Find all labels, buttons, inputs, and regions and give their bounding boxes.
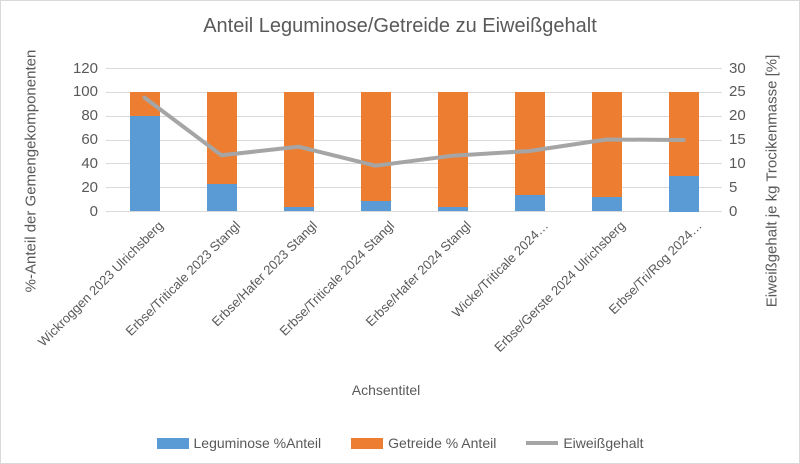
right-axis-tick-label: 0 — [729, 202, 738, 220]
gridline — [106, 211, 722, 212]
left-axis-tick-label: 60 — [81, 131, 98, 148]
bar-getreide-segment — [129, 92, 160, 117]
category-label: Wickroggen 2023 Ulrichsberg — [34, 217, 167, 349]
bar-leguminose-segment — [129, 116, 160, 212]
legend-label-eiweissgehalt: Eiweißgehalt — [563, 435, 644, 451]
bar-leguminose-segment — [437, 206, 468, 212]
bar-getreide-segment — [360, 92, 391, 201]
legend: Leguminose %Anteil Getreide % Anteil Eiw… — [1, 435, 799, 451]
bar-leguminose-segment — [591, 197, 622, 212]
bar-leguminose-segment — [668, 175, 699, 212]
bar-getreide-segment — [283, 92, 314, 207]
bar-leguminose-segment — [206, 184, 237, 212]
legend-item-leguminose: Leguminose %Anteil — [156, 435, 322, 451]
right-axis-tick-label: 30 — [729, 59, 746, 77]
bar-getreide-segment — [668, 92, 699, 176]
bar-leguminose-segment — [514, 194, 545, 212]
right-axis-tick-label: 5 — [729, 178, 738, 196]
right-axis-tick-label: 20 — [729, 107, 746, 125]
x-axis-title: Achsentitel — [351, 382, 421, 398]
gridline — [106, 68, 722, 69]
left-axis-tick-label: 0 — [89, 202, 98, 220]
bar-getreide-segment — [206, 92, 237, 185]
gridline — [106, 139, 722, 141]
bar-leguminose-segment — [283, 206, 314, 212]
bar-getreide-segment — [591, 92, 622, 198]
bar-getreide-segment — [437, 92, 468, 207]
gridline — [106, 91, 722, 93]
leguminose-swatch — [156, 437, 189, 449]
bar-getreide-segment — [514, 92, 545, 195]
gridline — [106, 187, 722, 189]
left-axis-tick-label: 120 — [72, 59, 98, 77]
right-axis-tick-label: 10 — [729, 154, 746, 172]
left-axis-title: %-Anteil der Gemengekomponenten — [22, 49, 40, 293]
right-axis-tick-label: 15 — [729, 131, 746, 148]
chart-title: Anteil Leguminose/Getreide zu Eiweißgeha… — [203, 15, 597, 37]
legend-item-getreide: Getreide % Anteil — [351, 435, 496, 451]
getreide-swatch — [351, 437, 384, 449]
left-axis-tick-label: 100 — [72, 83, 98, 101]
left-axis-tick-label: 40 — [81, 154, 98, 172]
legend-label-leguminose: Leguminose %Anteil — [193, 435, 322, 451]
gridline — [106, 115, 722, 117]
legend-item-eiweissgehalt: Eiweißgehalt — [526, 435, 643, 451]
bar-leguminose-segment — [360, 200, 391, 212]
left-axis-tick-label: 80 — [81, 107, 98, 125]
left-axis-tick-label: 20 — [81, 178, 98, 196]
gridline — [106, 163, 722, 165]
eiweissgehalt-swatch — [526, 441, 559, 445]
right-axis-tick-label: 25 — [729, 83, 746, 101]
category-label: Erbse/Gerste 2024 Ulrichsberg — [491, 217, 629, 355]
legend-label-getreide: Getreide % Anteil — [388, 435, 497, 451]
